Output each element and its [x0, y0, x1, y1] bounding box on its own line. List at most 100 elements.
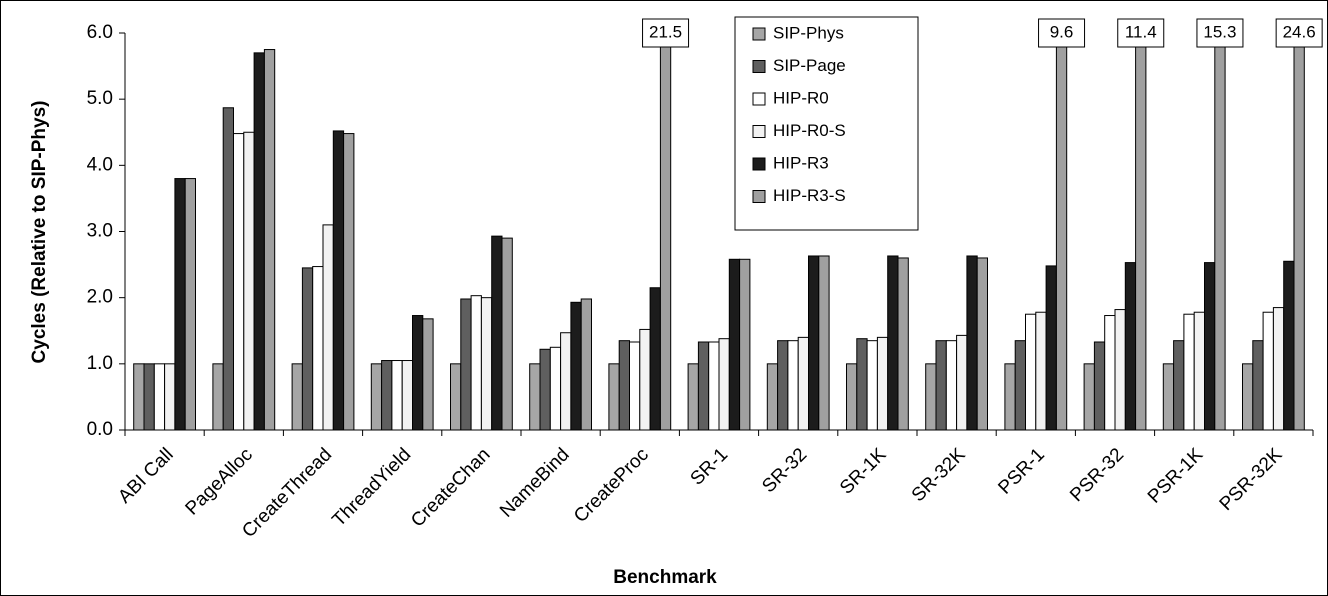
bar	[480, 297, 493, 431]
bar	[1055, 33, 1068, 431]
bar	[1083, 363, 1095, 431]
bar	[649, 287, 661, 431]
bar	[391, 360, 403, 431]
bar	[1114, 309, 1126, 431]
bar	[1262, 311, 1274, 431]
bar	[291, 363, 303, 431]
bar	[797, 336, 810, 431]
bar	[570, 301, 582, 431]
bar	[184, 178, 196, 431]
bar	[212, 363, 224, 431]
bar	[153, 363, 166, 431]
bar	[312, 266, 324, 431]
bar	[460, 298, 472, 431]
bar	[787, 340, 799, 431]
bar	[381, 360, 393, 431]
bar	[1025, 313, 1037, 431]
bar	[301, 267, 314, 431]
y-tick-label: 5.0	[87, 88, 113, 109]
bar	[687, 363, 699, 431]
y-tick-label: 3.0	[87, 221, 113, 242]
bar	[322, 224, 334, 431]
bar	[1193, 311, 1205, 431]
bar	[1004, 363, 1016, 431]
legend-label: HIP-R3-S	[773, 186, 846, 205]
bar	[143, 363, 155, 431]
value-label-box	[1038, 18, 1086, 48]
bar	[1283, 260, 1295, 431]
value-label-box	[1117, 18, 1165, 48]
bar	[1183, 313, 1195, 431]
bar	[966, 255, 978, 431]
y-tick-label: 2.0	[87, 287, 113, 308]
bar	[501, 237, 513, 431]
legend-label: HIP-R0	[773, 88, 829, 107]
bar	[1173, 340, 1185, 431]
bar	[856, 338, 868, 431]
bar	[876, 336, 889, 431]
legend-label: HIP-R0-S	[773, 121, 846, 140]
bar	[1204, 262, 1216, 431]
legend-swatch	[752, 157, 766, 171]
bar	[243, 131, 255, 431]
bar	[263, 49, 276, 431]
y-tick-label: 1.0	[87, 353, 113, 374]
bar	[332, 130, 345, 431]
bars	[133, 33, 1305, 431]
bar	[956, 334, 968, 431]
bar	[491, 235, 503, 431]
bar	[897, 257, 909, 431]
value-label: 24.6	[1283, 22, 1316, 41]
bar	[608, 363, 620, 431]
bar	[887, 255, 899, 431]
bar	[1135, 33, 1147, 431]
legend-swatch	[752, 27, 766, 41]
bar	[697, 341, 710, 431]
bar	[659, 33, 672, 431]
bar	[539, 348, 551, 431]
bar	[1124, 262, 1137, 431]
x-axis-title: Benchmark	[613, 567, 717, 588]
bar	[1093, 341, 1106, 431]
bar	[708, 341, 720, 431]
bar	[866, 340, 878, 431]
bar	[718, 338, 730, 431]
bar	[1293, 33, 1305, 431]
bar	[580, 298, 593, 431]
bar	[401, 360, 414, 431]
y-tick-label: 0.0	[87, 419, 113, 440]
bar	[925, 363, 937, 431]
bar	[1045, 265, 1057, 431]
y-tick-label: 4.0	[87, 154, 113, 175]
value-label-box	[1196, 18, 1244, 48]
bar	[1272, 307, 1285, 431]
bar	[846, 363, 858, 431]
bar	[766, 363, 779, 431]
bar	[1035, 311, 1047, 431]
bar	[739, 258, 751, 431]
bar	[976, 257, 989, 431]
legend-label: HIP-R3	[773, 153, 829, 172]
bar	[629, 341, 641, 431]
bar	[174, 178, 186, 431]
bar	[370, 363, 383, 431]
bar	[935, 340, 947, 431]
value-label: 9.6	[1050, 22, 1074, 41]
bar	[808, 255, 820, 431]
value-label: 11.4	[1125, 22, 1157, 41]
bar	[560, 332, 572, 431]
bar	[1104, 315, 1116, 431]
legend-swatch	[752, 125, 766, 138]
value-label: 15.3	[1203, 22, 1236, 41]
bar	[343, 133, 355, 431]
value-label-box	[1275, 18, 1323, 48]
bar	[728, 258, 741, 431]
bar	[945, 340, 958, 431]
bar	[1214, 33, 1226, 431]
bar	[529, 363, 541, 431]
y-axis-title: Cycles (Relative to SIP-Phys)	[29, 101, 50, 364]
bar	[450, 363, 462, 431]
y-tick-label: 6.0	[87, 22, 113, 43]
bar	[222, 107, 234, 431]
